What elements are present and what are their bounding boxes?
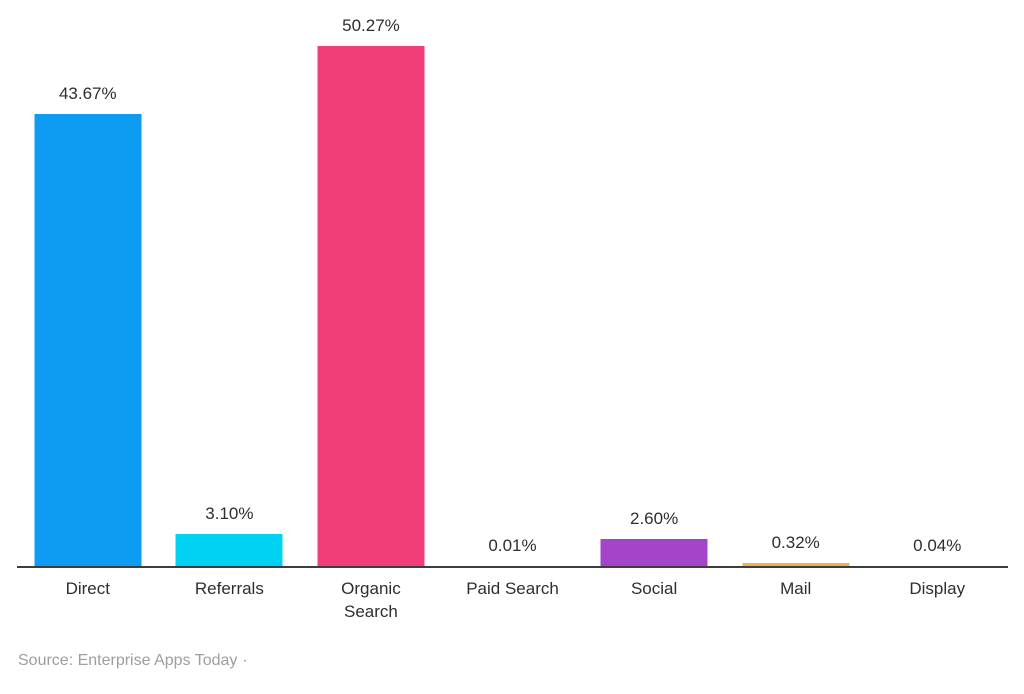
plot-area: 43.67% 3.10% 50.27% 0.01% 2.60% 0.32% 0.04%: [17, 0, 1008, 566]
bar-column: 43.67%: [17, 0, 159, 566]
bar-column: 0.32%: [725, 0, 867, 566]
bar: [600, 539, 708, 566]
source-text: Source: Enterprise Apps Today: [18, 652, 238, 669]
x-axis-label: Referrals: [159, 577, 301, 623]
bar: [175, 533, 283, 566]
x-axis-label: Display: [866, 577, 1008, 623]
bar: [317, 46, 425, 566]
x-axis-label-text: Mail: [780, 579, 812, 598]
x-axis-label-text: Paid Search: [466, 579, 559, 598]
x-axis-labels-row: Direct Referrals Organic Search Paid Search…: [17, 577, 1008, 623]
x-axis-label: Organic Search: [300, 577, 442, 623]
bar: [34, 114, 142, 566]
bar-value-label: 50.27%: [342, 16, 400, 35]
bar-column: 2.60%: [583, 0, 725, 566]
x-axis-label-text: Organic Search: [341, 579, 401, 621]
bar: [742, 562, 850, 566]
bar-column: 50.27%: [300, 0, 442, 566]
x-axis-label-text: Referrals: [194, 579, 264, 598]
source-caption: Source: Enterprise Apps Today ·: [18, 651, 248, 671]
x-axis-label-text: Display: [909, 579, 966, 598]
bar-value-label: 0.32%: [771, 532, 820, 552]
bar-column: 3.10%: [159, 0, 301, 566]
x-axis-line: [17, 566, 1008, 568]
x-axis-label: Direct: [17, 577, 159, 623]
x-axis-label: Social: [583, 577, 725, 623]
x-axis-label: Paid Search: [442, 577, 584, 623]
bar-value-label: 43.67%: [58, 84, 117, 104]
source-separator-dot: ·: [242, 652, 248, 669]
bar-value-label: 3.10%: [205, 503, 254, 523]
bar-column: 0.04%: [866, 0, 1008, 566]
bar-column: 0.01%: [442, 0, 584, 566]
x-axis-label: Mail: [725, 577, 867, 623]
x-axis-label-text: Social: [630, 579, 678, 598]
bar-value-label: 0.01%: [488, 535, 537, 555]
x-axis-label-text: Direct: [65, 579, 110, 598]
bar-value-label: 0.04%: [913, 535, 962, 555]
bar-value-label: 2.60%: [630, 509, 679, 529]
